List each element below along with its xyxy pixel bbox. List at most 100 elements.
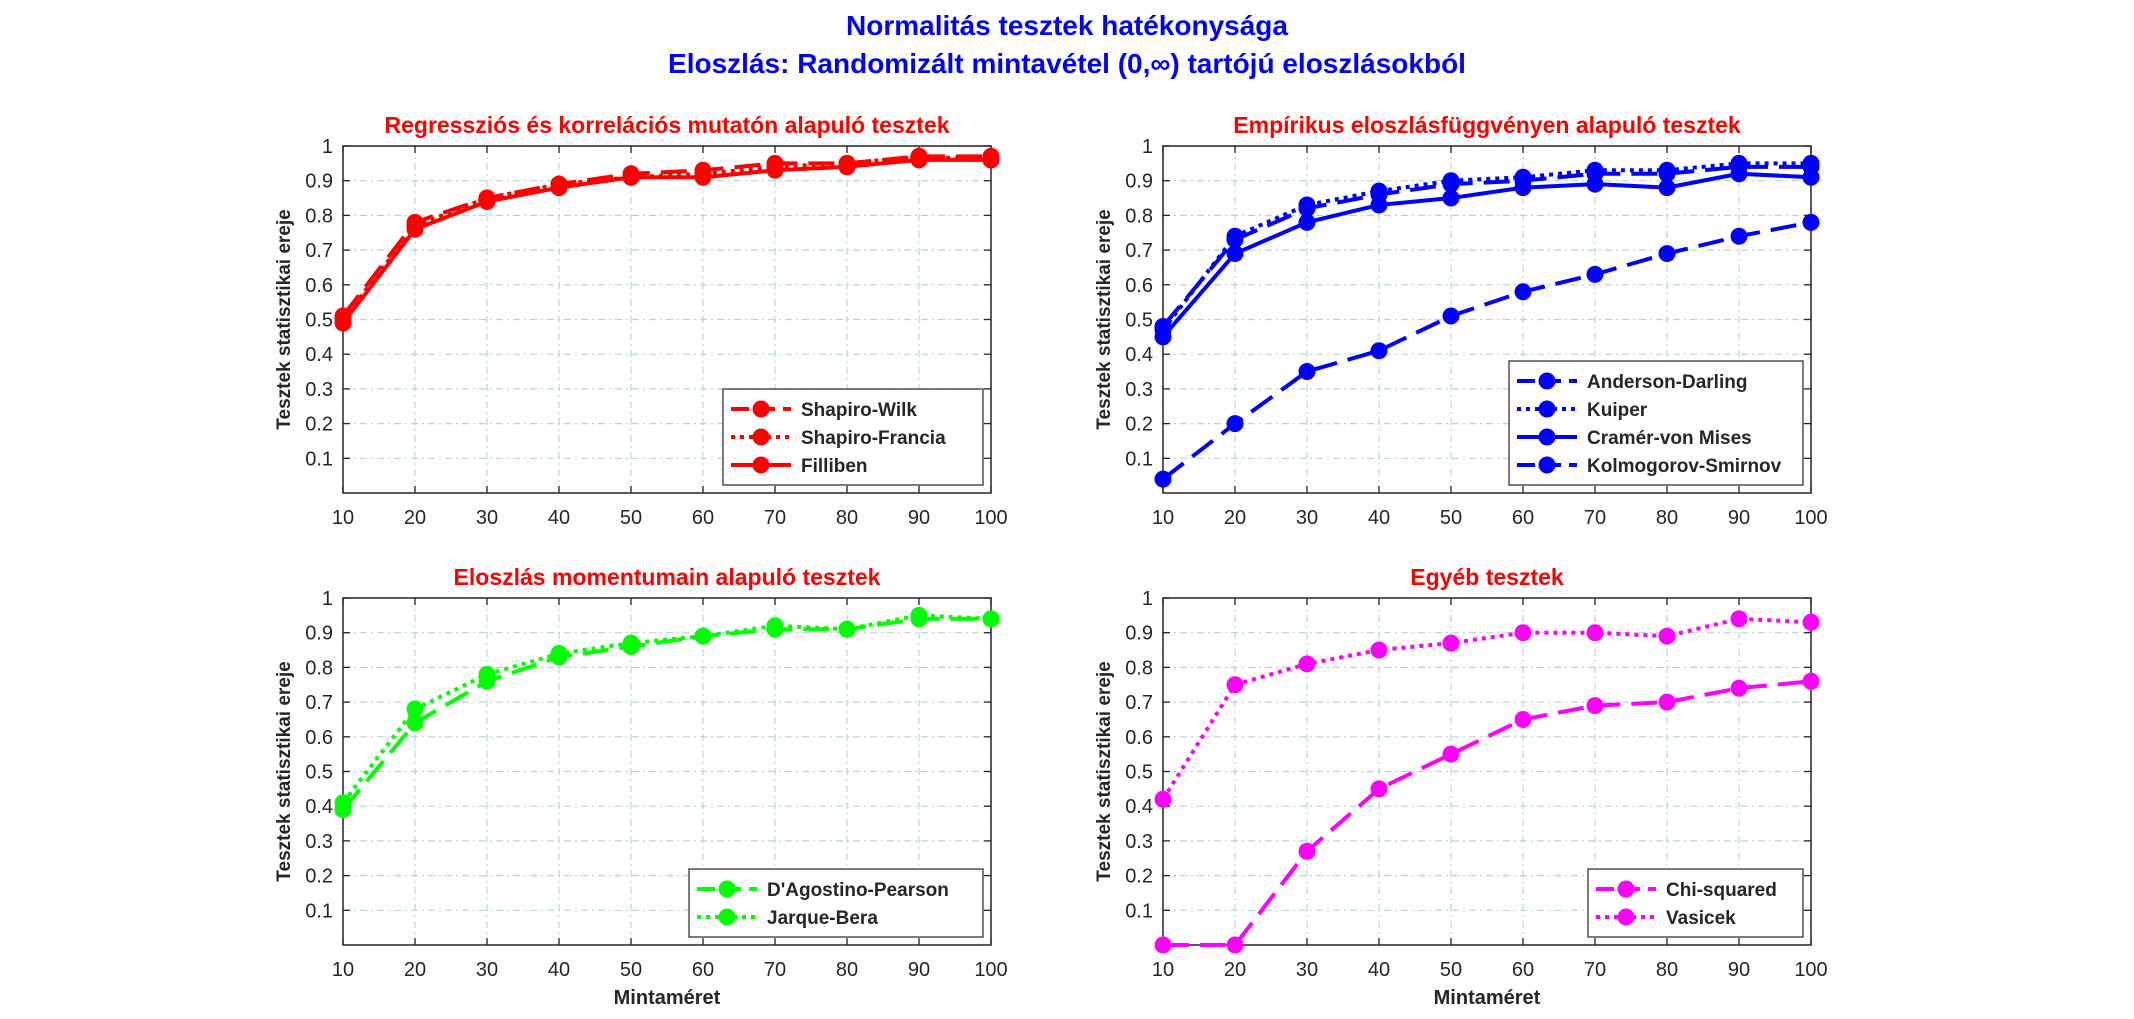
series-line <box>1163 679 1812 947</box>
x-tick-label: 90 <box>1728 959 1750 981</box>
x-tick-label: 90 <box>1728 507 1750 529</box>
y-tick-label: 0.7 <box>1125 240 1153 262</box>
series-line <box>341 157 991 325</box>
data-point <box>334 794 352 812</box>
data-point <box>1226 936 1244 954</box>
legend-marker <box>1617 880 1635 898</box>
legend-marker <box>718 880 736 898</box>
series-line <box>1161 171 1812 339</box>
y-tick-label: 0.2 <box>305 866 333 888</box>
data-point <box>1298 213 1316 231</box>
y-tick-label: 0.3 <box>1125 379 1153 401</box>
data-point <box>1298 655 1316 673</box>
data-point <box>1370 182 1388 200</box>
legend-label: D'Agostino-Pearson <box>767 880 949 901</box>
series-2 <box>1154 610 1820 808</box>
data-point <box>1226 245 1244 263</box>
y-tick-label: 0.9 <box>305 623 333 645</box>
data-point <box>1154 470 1172 488</box>
figure-title-line1: Normalitás tesztek hatékonysága <box>846 10 1288 41</box>
y-tick-label: 0.2 <box>1125 866 1153 888</box>
data-point <box>334 314 352 332</box>
data-point <box>1226 227 1244 245</box>
y-axis-label: Tesztek statisztikai ereje <box>1094 661 1115 881</box>
y-tick-label: 1 <box>322 136 333 158</box>
data-point <box>1730 165 1748 183</box>
series-line <box>1161 616 1812 801</box>
y-tick-label: 0.8 <box>1125 657 1153 679</box>
y-axis-label: Tesztek statisztikai ereje <box>1094 209 1115 429</box>
y-tick-label: 0.8 <box>1125 205 1153 227</box>
y-tick-label: 0.6 <box>305 275 333 297</box>
y-tick-label: 0.3 <box>1125 831 1153 853</box>
data-point <box>982 610 1000 628</box>
x-tick-label: 60 <box>692 507 714 529</box>
y-tick-label: 0.7 <box>1125 692 1153 714</box>
x-tick-label: 40 <box>548 959 570 981</box>
data-point <box>1802 154 1820 172</box>
data-point <box>1370 780 1388 798</box>
legend-label: Chi-squared <box>1666 880 1777 901</box>
legend: Shapiro-Wilk Shapiro-Francia Filliben <box>722 388 984 486</box>
x-tick-label: 70 <box>764 959 786 981</box>
legend-marker <box>752 400 770 418</box>
y-tick-label: 0.3 <box>305 831 333 853</box>
data-point <box>766 161 784 179</box>
x-tick-label: 20 <box>1224 959 1246 981</box>
y-tick-label: 0.2 <box>305 414 333 436</box>
x-tick-label: 70 <box>1584 507 1606 529</box>
data-point <box>1370 342 1388 360</box>
data-point <box>1154 936 1172 954</box>
x-tick-label: 100 <box>1794 507 1827 529</box>
legend-label: Kuiper <box>1587 400 1648 421</box>
legend-label: Shapiro-Francia <box>801 428 946 449</box>
data-point <box>1154 790 1172 808</box>
legend-label: Anderson-Darling <box>1587 372 1747 393</box>
data-point <box>406 714 424 732</box>
legend: Chi-squared Vasicek <box>1587 868 1804 938</box>
data-point <box>1586 175 1604 193</box>
x-tick-label: 30 <box>476 959 498 981</box>
x-tick-label: 40 <box>548 507 570 529</box>
legend-marker <box>718 908 736 926</box>
data-point <box>1586 697 1604 715</box>
y-tick-label: 0.5 <box>305 762 333 784</box>
data-point <box>1514 283 1532 301</box>
x-tick-label: 40 <box>1368 959 1390 981</box>
x-tick-label: 10 <box>332 959 354 981</box>
x-tick-label: 60 <box>692 959 714 981</box>
y-tick-label: 0.9 <box>1125 171 1153 193</box>
y-tick-label: 0.9 <box>305 171 333 193</box>
x-tick-label: 10 <box>1152 959 1174 981</box>
legend: D'Agostino-Pearson Jarque-Bera <box>688 868 984 938</box>
data-point <box>1586 624 1604 642</box>
x-tick-label: 80 <box>1656 959 1678 981</box>
legend-label: Kolmogorov-Smirnov <box>1587 456 1782 477</box>
x-tick-label: 20 <box>404 959 426 981</box>
figure-title-line2: Eloszlás: Randomizált mintavétel (0,∞) t… <box>668 48 1466 79</box>
data-point <box>1802 672 1820 690</box>
legend-label: Filliben <box>801 456 868 477</box>
x-axis-label: Mintaméret <box>614 987 721 1009</box>
data-point <box>1802 168 1820 186</box>
data-point <box>1730 610 1748 628</box>
x-tick-label: 100 <box>974 507 1007 529</box>
data-point <box>550 645 568 663</box>
data-point <box>1298 363 1316 381</box>
y-tick-label: 0.1 <box>305 448 333 470</box>
x-tick-label: 30 <box>1296 959 1318 981</box>
chart-panel-2: 10 20 30 40 50 60 70 80 90 100 0.1 0.2 0.3 0.4 0.5 0.6 0… <box>1094 112 1828 529</box>
y-tick-label: 0.1 <box>1125 448 1153 470</box>
data-point <box>1658 627 1676 645</box>
x-tick-label: 60 <box>1512 507 1534 529</box>
x-tick-label: 30 <box>1296 507 1318 529</box>
data-point <box>1226 676 1244 694</box>
chart-title: Egyéb tesztek <box>1410 564 1564 590</box>
y-axis-label: Tesztek statisztikai ereje <box>274 661 295 881</box>
data-point <box>1802 213 1820 231</box>
x-tick-label: 80 <box>836 507 858 529</box>
legend-marker <box>1538 456 1556 474</box>
data-point <box>1442 307 1460 325</box>
chart-title: Empírikus eloszlásfüggvényen alapuló tes… <box>1233 112 1741 138</box>
legend-marker <box>752 456 770 474</box>
